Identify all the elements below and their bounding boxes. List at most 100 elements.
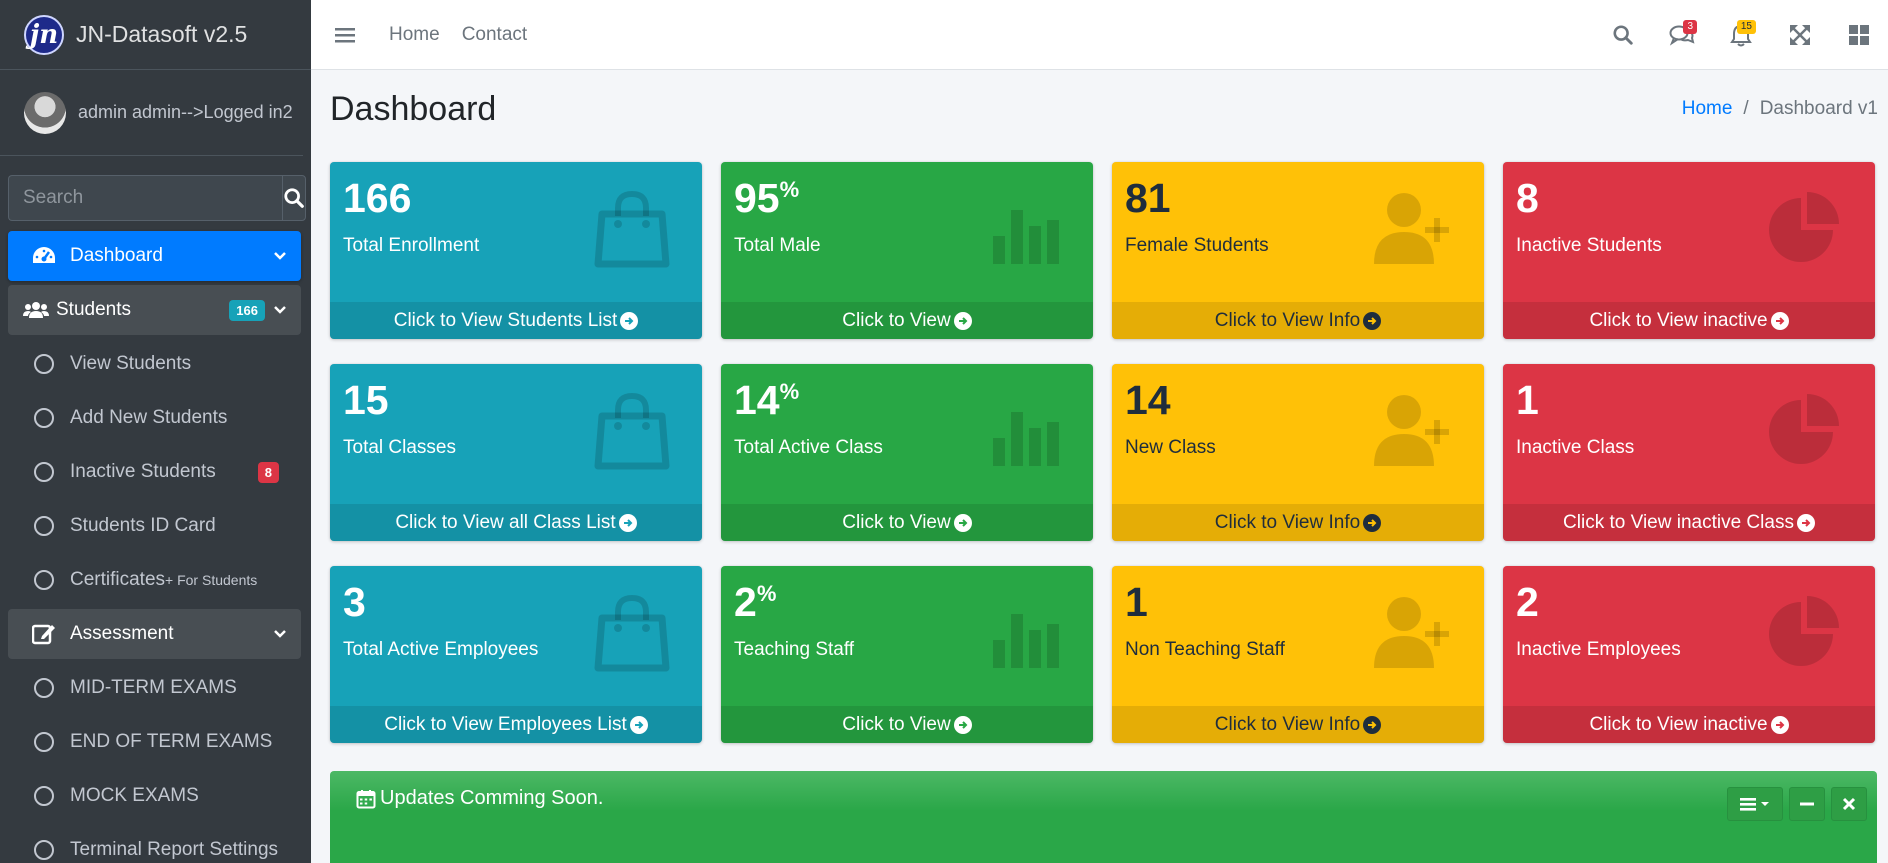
sidebar-item-mock-exams[interactable]: MOCK EXAMS bbox=[8, 771, 301, 821]
sidebar-item-students[interactable]: Students 166 bbox=[8, 285, 301, 335]
stat-box-footer-link[interactable]: Click to View inactive bbox=[1503, 706, 1875, 743]
bars-caret-icon bbox=[1740, 798, 1769, 811]
certificates-label: Certificates bbox=[70, 569, 166, 590]
calendar-icon bbox=[356, 789, 376, 808]
stat-box-footer-link[interactable]: Click to View Info bbox=[1112, 302, 1484, 339]
stat-value-wrap: 14 bbox=[1125, 377, 1471, 423]
stat-box-footer-link[interactable]: Click to View inactive bbox=[1503, 302, 1875, 339]
user-plus-icon bbox=[1370, 390, 1454, 475]
sidebar-item-label: View Students bbox=[70, 353, 192, 374]
stat-box-footer-link[interactable]: Click to View Students List bbox=[330, 302, 702, 339]
sidebar-item-label: Students ID Card bbox=[70, 515, 216, 536]
footer-link-text: Click to View bbox=[842, 511, 951, 533]
user-plus-icon bbox=[1370, 592, 1454, 677]
chevron-down-icon bbox=[274, 306, 286, 314]
user-panel[interactable]: admin admin-->Logged in2 bbox=[0, 70, 303, 156]
sidebar-item-certificates[interactable]: Certificates+ For Students bbox=[8, 555, 301, 605]
stat-box-footer-link[interactable]: Click to View Info bbox=[1112, 706, 1484, 743]
expand-arrows-icon bbox=[1789, 25, 1810, 45]
arrow-circle-right-icon bbox=[953, 311, 972, 330]
sidebar-item-students-id-card[interactable]: Students ID Card bbox=[8, 501, 301, 551]
sidebar-item-add-new-students[interactable]: Add New Students bbox=[8, 393, 301, 443]
stat-value-wrap: 8 bbox=[1516, 175, 1862, 221]
brand-link[interactable]: jn JN-Datasoft v2.5 bbox=[0, 0, 311, 70]
stat-box-footer-link[interactable]: Click to View bbox=[721, 302, 1093, 339]
messages-dropdown[interactable]: 3 bbox=[1652, 0, 1711, 70]
card-menu-button[interactable] bbox=[1727, 787, 1783, 821]
sidebar-item-label: END OF TERM EXAMS bbox=[70, 731, 273, 752]
card-collapse-button[interactable] bbox=[1789, 787, 1825, 821]
stat-value: 95 bbox=[734, 175, 780, 221]
search-input[interactable] bbox=[8, 175, 282, 221]
stat-box: 14% Total Active Class Click to View bbox=[721, 364, 1093, 541]
chevron-down-icon bbox=[274, 630, 286, 638]
fullscreen-button[interactable] bbox=[1770, 0, 1829, 70]
stat-caption: Non Teaching Staff bbox=[1125, 639, 1285, 661]
stat-caption: Inactive Students bbox=[1516, 235, 1662, 257]
stat-caption: New Class bbox=[1125, 437, 1216, 459]
stat-box-footer-link[interactable]: Click to View all Class List bbox=[330, 504, 702, 541]
sidebar-item-view-students[interactable]: View Students bbox=[8, 339, 301, 389]
shopping-bag-icon bbox=[592, 390, 672, 475]
bar-chart-icon bbox=[983, 592, 1063, 677]
sidebar-item-label: Add New Students bbox=[70, 407, 228, 428]
stat-value-wrap: 14% bbox=[734, 377, 1080, 423]
sidebar-item-label: MID-TERM EXAMS bbox=[70, 677, 237, 698]
circle-icon bbox=[34, 462, 54, 482]
stat-box: 1 Non Teaching Staff Click to View Info bbox=[1112, 566, 1484, 743]
nav-link-home[interactable]: Home bbox=[389, 23, 440, 45]
stat-caption: Teaching Staff bbox=[734, 639, 855, 661]
sidebar-item-inactive-students[interactable]: Inactive Students 8 bbox=[8, 447, 301, 497]
arrow-circle-right-icon bbox=[1363, 311, 1382, 330]
search-button[interactable] bbox=[282, 175, 306, 221]
stat-value: 2 bbox=[1516, 579, 1539, 625]
arrow-circle-right-icon bbox=[1796, 513, 1815, 532]
stat-caption: Total Enrollment bbox=[343, 235, 480, 257]
shopping-bag-icon bbox=[592, 592, 672, 677]
stat-box-inner: 14 New Class bbox=[1112, 364, 1484, 504]
notifications-dropdown[interactable]: 15 bbox=[1711, 0, 1770, 70]
sidebar-item-mid-term-exams[interactable]: MID-TERM EXAMS bbox=[8, 663, 301, 713]
stat-value: 2 bbox=[734, 579, 757, 625]
sidebar-item-terminal-report-settings[interactable]: Terminal Report Settings bbox=[8, 825, 301, 863]
stat-box-footer-link[interactable]: Click to View bbox=[721, 504, 1093, 541]
footer-link-text: Click to View inactive bbox=[1589, 713, 1768, 735]
stat-box-footer-link[interactable]: Click to View Info bbox=[1112, 504, 1484, 541]
stat-box-footer-link[interactable]: Click to View Employees List bbox=[330, 706, 702, 743]
sidebar-item-dashboard[interactable]: Dashboard bbox=[8, 231, 301, 281]
card-remove-button[interactable] bbox=[1831, 787, 1867, 821]
stat-value: 3 bbox=[343, 579, 366, 625]
user-name: admin admin-->Logged in2 bbox=[78, 102, 293, 122]
sidebar-item-label: MOCK EXAMS bbox=[70, 785, 199, 806]
stat-value: 1 bbox=[1516, 377, 1539, 423]
times-icon bbox=[1842, 797, 1856, 811]
breadcrumb-current: Dashboard v1 bbox=[1759, 98, 1878, 119]
nav-link-contact[interactable]: Contact bbox=[461, 23, 528, 45]
stat-box-inner: 8 Inactive Students bbox=[1503, 162, 1875, 302]
sidebar-item-assessment[interactable]: Assessment bbox=[8, 609, 301, 659]
stat-value-wrap: 3 bbox=[343, 579, 689, 625]
updates-title-text: Updates Comming Soon. bbox=[380, 787, 604, 809]
minus-icon bbox=[1800, 802, 1814, 806]
stat-value-wrap: 1 bbox=[1125, 579, 1471, 625]
stat-box-footer-link[interactable]: Click to View bbox=[721, 706, 1093, 743]
footer-link-text: Click to View inactive Class bbox=[1563, 511, 1794, 533]
bar-chart-icon bbox=[983, 188, 1063, 273]
inactive-count-badge: 8 bbox=[257, 461, 279, 483]
breadcrumb-home-link[interactable]: Home bbox=[1681, 98, 1733, 119]
navbar-search-button[interactable] bbox=[1593, 0, 1652, 70]
stat-box-footer-link[interactable]: Click to View inactive Class bbox=[1503, 504, 1875, 541]
arrow-circle-right-icon bbox=[1363, 715, 1382, 734]
chevron-down-icon bbox=[274, 252, 286, 260]
stat-value: 166 bbox=[343, 175, 412, 221]
user-plus-icon bbox=[1370, 188, 1454, 273]
bars-icon bbox=[335, 27, 355, 42]
control-sidebar-button[interactable] bbox=[1829, 0, 1888, 70]
sidebar-toggle-button[interactable] bbox=[335, 26, 385, 44]
stat-box: 95% Total Male Click to View bbox=[721, 162, 1093, 339]
circle-icon bbox=[34, 732, 54, 752]
stat-value-wrap: 95% bbox=[734, 175, 1080, 221]
sidebar-item-end-of-term-exams[interactable]: END OF TERM EXAMS bbox=[8, 717, 301, 767]
breadcrumb: Home / Dashboard v1 bbox=[1682, 98, 1878, 120]
stat-box: 1 Inactive Class Click to View inactive Cl… bbox=[1503, 364, 1875, 541]
